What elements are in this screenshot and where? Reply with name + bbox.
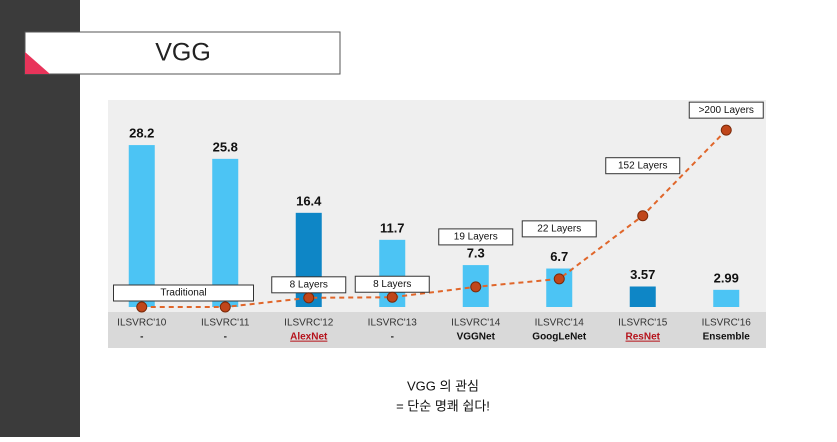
depth-label: >200 Layers [699,105,754,116]
x-sub-label: ResNet [626,332,661,343]
depth-dot [136,301,148,313]
caption: = 단순 명쾌 쉽다! [396,398,490,413]
title-box [24,31,341,75]
bar [629,286,656,307]
x-sub-label: - [224,332,227,343]
x-tick-label: ILSVRC'16 [702,318,752,329]
value-label: 16.4 [296,193,322,208]
value-label: 2.99 [714,270,739,285]
axis-band [108,312,766,348]
depth-dot [553,273,565,285]
bar [713,289,740,307]
depth-dot [470,281,482,293]
value-label: 25.8 [213,139,238,154]
value-label: 7.3 [467,246,485,261]
bar [128,145,155,307]
depth-dot [386,291,398,303]
x-sub-label: - [391,332,394,343]
caption: VGG 의 관심 [407,378,479,393]
depth-label-box [688,101,764,119]
value-label: 6.7 [550,249,568,264]
depth-dot [720,124,732,136]
depth-label-box [438,228,514,246]
depth-label-box [605,157,681,175]
x-tick-label: ILSVRC'11 [201,318,250,329]
title-accent [25,52,50,74]
chart-background [108,100,766,312]
value-label: 11.7 [380,220,405,235]
x-sub-label: VGGNet [457,332,496,343]
depth-label: 22 Layers [537,224,581,235]
depth-dot [303,292,315,304]
x-sub-label: - [140,332,143,343]
x-tick-label: ILSVRC'10 [117,318,167,329]
slide-title: VGG [155,39,211,67]
depth-label: 8 Layers [290,279,328,290]
depth-label-box [521,220,597,238]
depth-label: 8 Layers [373,279,411,290]
depth-dot [637,210,649,222]
x-sub-label: GoogLeNet [532,332,587,343]
value-label: 28.2 [129,126,154,141]
depth-label: 19 Layers [454,232,498,243]
depth-label: 152 Layers [618,160,667,171]
x-tick-label: ILSVRC'12 [284,318,334,329]
x-tick-label: ILSVRC'13 [368,318,418,329]
x-sub-label: Ensemble [703,332,751,343]
x-sub-label: AlexNet [290,332,328,343]
depth-dot [219,301,231,313]
depth-label: Traditional [160,288,206,299]
depth-label-box [113,284,254,302]
x-tick-label: ILSVRC'15 [618,318,668,329]
x-tick-label: ILSVRC'14 [451,318,501,329]
depth-line [141,129,727,308]
bar [212,158,239,307]
value-label: 3.57 [630,267,655,282]
x-tick-label: ILSVRC'14 [535,318,585,329]
